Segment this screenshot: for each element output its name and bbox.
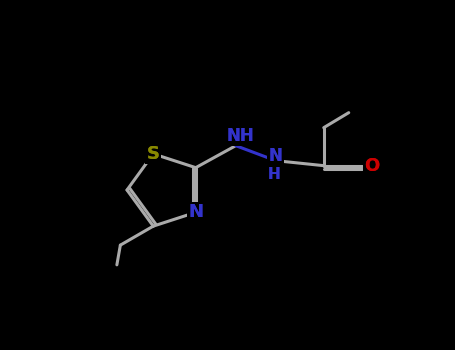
Text: O: O (364, 157, 379, 175)
Text: S: S (147, 145, 160, 163)
Text: N: N (188, 203, 203, 221)
Text: O: O (364, 157, 379, 175)
Text: S: S (147, 145, 160, 163)
Text: N: N (269, 147, 283, 164)
Text: H: H (268, 167, 280, 182)
Text: H: H (268, 167, 280, 182)
Text: NH: NH (227, 127, 255, 145)
Text: N: N (188, 203, 203, 221)
Text: N: N (269, 147, 283, 164)
Text: NH: NH (227, 127, 255, 145)
Text: N: N (188, 203, 203, 221)
Text: S: S (147, 145, 160, 163)
Text: NH: NH (227, 127, 255, 145)
Text: N: N (269, 147, 283, 164)
Text: O: O (364, 157, 379, 175)
Text: H: H (268, 167, 280, 182)
